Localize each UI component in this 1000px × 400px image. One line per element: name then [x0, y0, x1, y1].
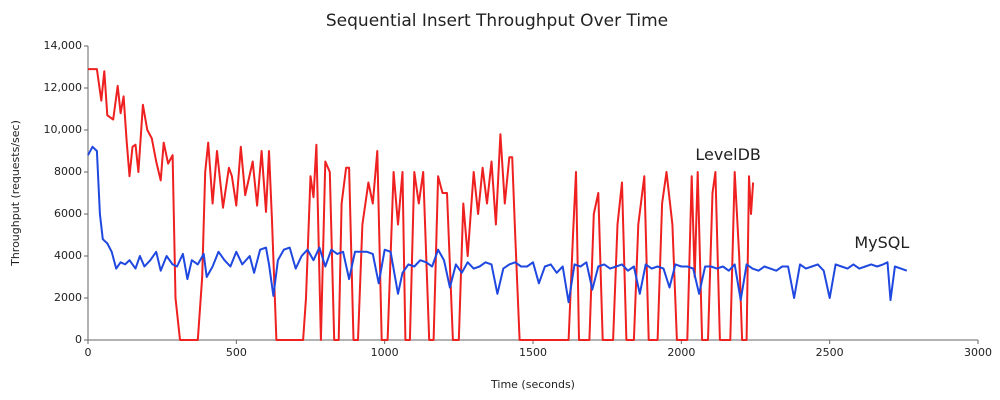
- series-line: [88, 68, 755, 341]
- x-tick-label: 500: [226, 346, 247, 359]
- x-tick-label: 0: [85, 346, 92, 359]
- x-tick-label: 3000: [964, 346, 992, 359]
- y-tick-label: 2000: [54, 291, 82, 304]
- y-tick-label: 0: [75, 333, 82, 346]
- x-tick-label: 1000: [371, 346, 399, 359]
- series-label: MySQL: [854, 233, 909, 252]
- y-tick-label: 6000: [54, 207, 82, 220]
- x-tick-label: 2000: [667, 346, 695, 359]
- x-tick-label: 2500: [816, 346, 844, 359]
- y-tick-label: 4000: [54, 249, 82, 262]
- y-tick-label: 14,000: [44, 39, 83, 52]
- chart-title: Sequential Insert Throughput Over Time: [326, 11, 668, 31]
- y-tick-label: 10,000: [44, 123, 83, 136]
- y-axis-label: Throughput (requests/sec): [9, 120, 22, 267]
- series-label: LevelDB: [695, 145, 761, 164]
- series-line: [87, 145, 908, 304]
- y-tick-label: 8000: [54, 165, 82, 178]
- x-axis-label: Time (seconds): [490, 378, 575, 391]
- x-tick-label: 1500: [519, 346, 547, 359]
- y-tick-label: 12,000: [44, 81, 83, 94]
